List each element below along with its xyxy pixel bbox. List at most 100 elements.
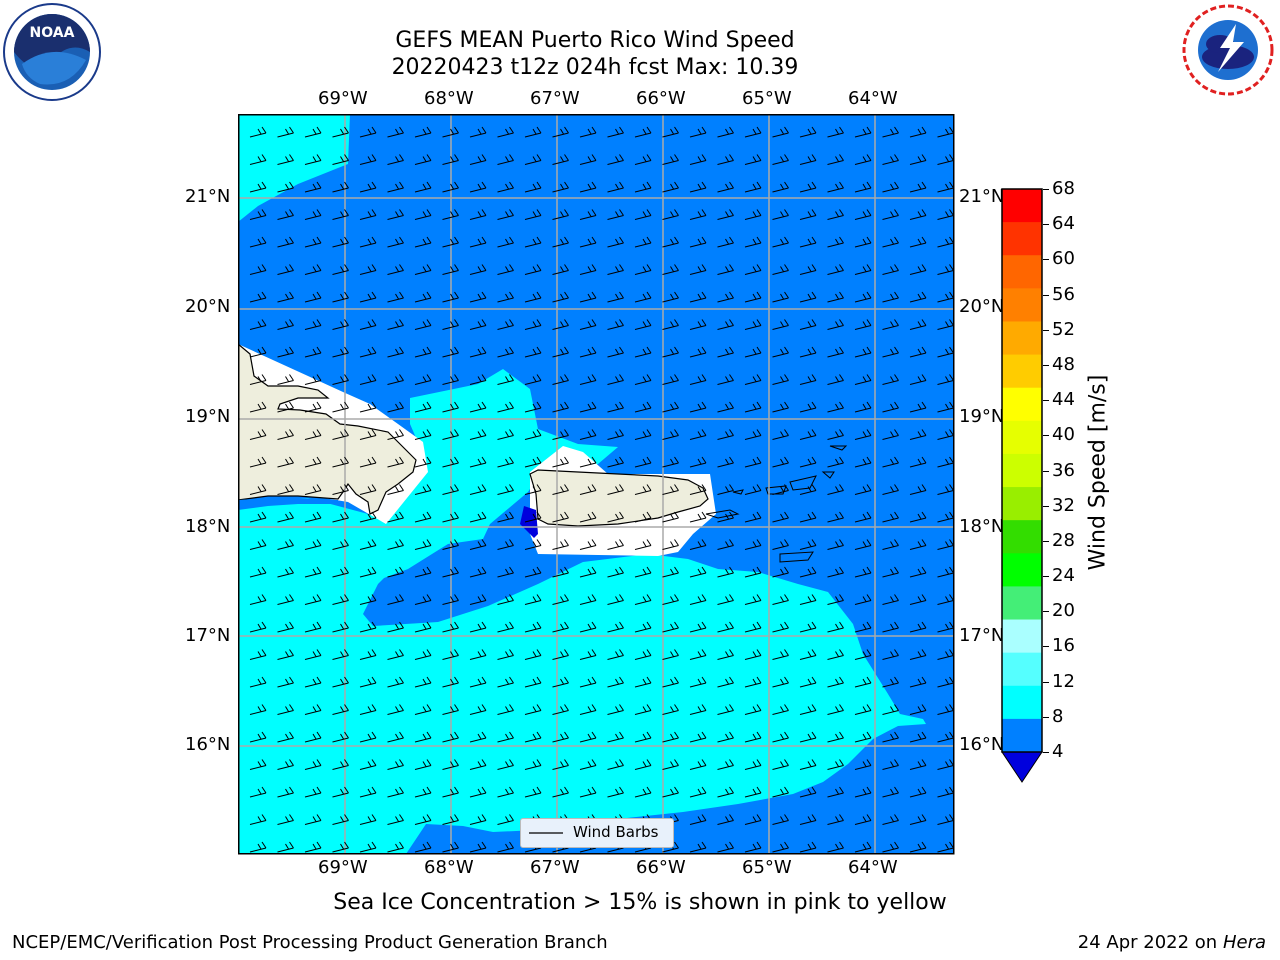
- wind-barb: [387, 649, 404, 660]
- colorbar-segment: [1002, 487, 1042, 521]
- wind-barb: [909, 786, 927, 798]
- wind-barb: [304, 841, 322, 853]
- wind-barb: [937, 209, 954, 220]
- wind-barb: [744, 264, 762, 275]
- wind-barb: [414, 429, 432, 440]
- lat-label: 19°N: [185, 406, 231, 427]
- wind-barb: [799, 456, 817, 468]
- wind-barb: [552, 731, 569, 743]
- wind-barb: [414, 841, 432, 853]
- colorbar-segment: [1002, 586, 1042, 621]
- lat-label: 16°N: [185, 734, 231, 755]
- wind-barb: [854, 209, 872, 220]
- wind-barb: [387, 786, 404, 798]
- wind-barb: [469, 511, 487, 523]
- wind-barb: [662, 346, 679, 358]
- wind-barb: [799, 676, 817, 688]
- wind-barb: [717, 346, 734, 358]
- wind-barb: [249, 209, 267, 220]
- wind-barb: [304, 814, 322, 825]
- wind-barb: [414, 676, 432, 688]
- wind-barb: [827, 374, 844, 385]
- wind-barb: [524, 154, 542, 165]
- wind-barb: [304, 209, 322, 220]
- wind-barb: [662, 594, 679, 605]
- wind-barb: [772, 401, 789, 413]
- wind-barb: [634, 181, 652, 193]
- wind-barb: [497, 209, 514, 220]
- wind-barb: [442, 511, 459, 523]
- wind-barb: [854, 621, 872, 633]
- wind-barb: [607, 484, 624, 495]
- wind-barb: [442, 319, 459, 330]
- wind-barb: [497, 319, 514, 330]
- wind-barb: [909, 566, 927, 578]
- wind-barb: [332, 154, 349, 165]
- wind-barb: [304, 786, 322, 798]
- colorbar-segment: [1002, 553, 1042, 587]
- wind-barb: [937, 704, 954, 715]
- wind-barb: [909, 264, 927, 275]
- colorbar-tick-mark: [1043, 681, 1049, 683]
- wind-barb: [799, 346, 817, 358]
- wind-barb: [799, 236, 817, 248]
- wind-barb: [359, 291, 377, 303]
- wind-barb: [607, 649, 624, 660]
- wind-barb: [607, 759, 624, 770]
- wind-barb: [744, 456, 762, 468]
- colorbar: [1001, 188, 1043, 783]
- wind-barb: [552, 539, 569, 550]
- lon-label: 68°W: [424, 857, 474, 878]
- wind-barb: [579, 511, 597, 523]
- wind-barb: [772, 346, 789, 358]
- wind-barb: [277, 649, 294, 660]
- wind-barb: [882, 814, 899, 825]
- wind-barb: [579, 621, 597, 633]
- lon-label: 66°W: [636, 88, 686, 109]
- wind-barb: [772, 731, 789, 743]
- wind-barb: [524, 456, 542, 468]
- lat-label: 20°N: [185, 296, 231, 317]
- wind-barb: [332, 566, 349, 578]
- wind-barb: [827, 594, 844, 605]
- wind-barb: [909, 236, 927, 248]
- wind-barb: [854, 154, 872, 165]
- wind-barb: [744, 429, 762, 440]
- colorbar-tick-label: 32: [1052, 494, 1075, 516]
- colorbar-segment: [1002, 189, 1042, 223]
- colorbar-tick-mark: [1043, 540, 1049, 542]
- wind-barb: [882, 209, 899, 220]
- wind-barb: [442, 126, 459, 138]
- wind-barb: [827, 539, 844, 550]
- wind-barb: [414, 566, 432, 578]
- colorbar-tick-label: 56: [1052, 283, 1075, 305]
- wind-barb: [854, 374, 872, 385]
- wind-barb: [359, 649, 377, 660]
- wind-barb: [579, 236, 597, 248]
- wind-barb: [524, 181, 542, 193]
- wind-barb: [799, 319, 817, 330]
- wind-barb: [387, 181, 404, 193]
- wind-barb: [717, 264, 734, 275]
- map-frame: [238, 114, 955, 855]
- wind-barb: [717, 374, 734, 385]
- wind-barb: [607, 264, 624, 275]
- wind-barb: [772, 704, 789, 715]
- wind-barb: [497, 814, 514, 825]
- wind-barb: [552, 594, 569, 605]
- wind-barb: [579, 759, 597, 770]
- virgin-islands: [821, 471, 835, 479]
- wind-barb: [772, 594, 789, 605]
- wind-barb: [552, 209, 569, 220]
- wind-barb: [442, 456, 459, 468]
- wind-barb: [717, 759, 734, 770]
- wind-barb: [882, 704, 899, 715]
- wind-barb: [442, 704, 459, 715]
- culebra-island: [732, 489, 744, 495]
- wind-barb: [799, 209, 817, 220]
- wind-barb: [744, 236, 762, 248]
- wind-barb: [469, 594, 487, 605]
- wind-barb: [359, 676, 377, 688]
- wind-barbs: [249, 126, 954, 853]
- wind-barb: [442, 236, 459, 248]
